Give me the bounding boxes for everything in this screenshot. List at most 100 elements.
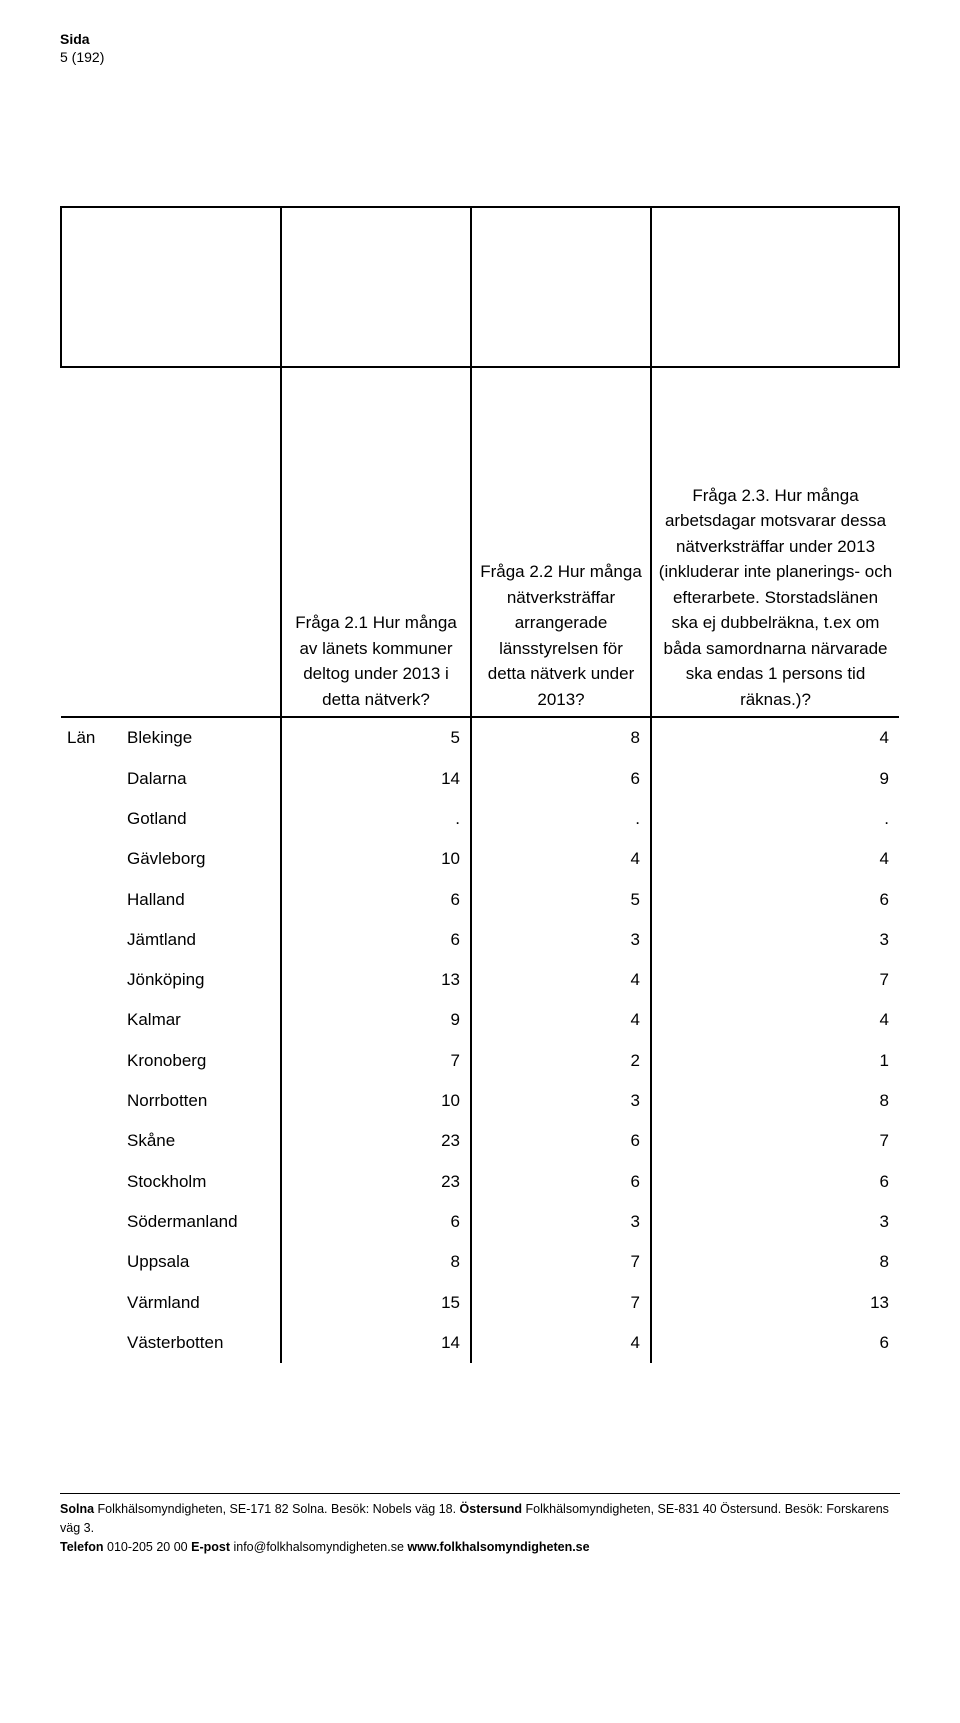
q1-cell: 14	[281, 1323, 471, 1363]
col-header-empty	[121, 367, 281, 717]
lan-label-cell	[61, 1323, 121, 1363]
q3-cell: 3	[651, 1202, 899, 1242]
document-page: Sida 5 (192)	[0, 0, 960, 1596]
q3-cell: 6	[651, 880, 899, 920]
q1-cell: 15	[281, 1283, 471, 1323]
q1-cell: 14	[281, 759, 471, 799]
q3-cell: 13	[651, 1283, 899, 1323]
region-cell: Kronoberg	[121, 1041, 281, 1081]
q2-cell: 7	[471, 1242, 651, 1282]
table-row: Jämtland633	[61, 920, 899, 960]
top-band-cell	[281, 207, 471, 367]
table-header-row: Fråga 2.1 Hur många av länets kommuner d…	[61, 367, 899, 717]
footer-bold: E-post	[191, 1540, 230, 1554]
top-band-cell	[121, 207, 281, 367]
q3-cell: 7	[651, 1121, 899, 1161]
footer-bold: Telefon	[60, 1540, 104, 1554]
page-footer: Solna Folkhälsomyndigheten, SE-171 82 So…	[60, 1483, 900, 1556]
region-cell: Gävleborg	[121, 839, 281, 879]
q1-cell: 23	[281, 1162, 471, 1202]
top-band-cell	[61, 207, 121, 367]
region-cell: Skåne	[121, 1121, 281, 1161]
lan-label-cell	[61, 1242, 121, 1282]
top-band-cell	[651, 207, 899, 367]
page-header: Sida 5 (192)	[60, 30, 900, 66]
table-row: Uppsala878	[61, 1242, 899, 1282]
q2-cell: 2	[471, 1041, 651, 1081]
q1-cell: 10	[281, 839, 471, 879]
lan-label-cell	[61, 1081, 121, 1121]
footer-rule	[60, 1493, 900, 1494]
q2-cell: 7	[471, 1283, 651, 1323]
region-cell: Halland	[121, 880, 281, 920]
q3-cell: 6	[651, 1323, 899, 1363]
q1-cell: 13	[281, 960, 471, 1000]
q3-cell: .	[651, 799, 899, 839]
q1-cell: 6	[281, 920, 471, 960]
q3-cell: 1	[651, 1041, 899, 1081]
col-header-q1: Fråga 2.1 Hur många av länets kommuner d…	[281, 367, 471, 717]
q3-cell: 8	[651, 1242, 899, 1282]
table-row: Dalarna1469	[61, 759, 899, 799]
q3-cell: 8	[651, 1081, 899, 1121]
region-cell: Jönköping	[121, 960, 281, 1000]
lan-label-cell	[61, 1121, 121, 1161]
lan-label-cell	[61, 920, 121, 960]
footer-text: 010-205 20 00	[104, 1540, 192, 1554]
q2-cell: 3	[471, 1202, 651, 1242]
footer-line-2: Telefon 010-205 20 00 E-post info@folkha…	[60, 1538, 900, 1557]
data-table: Fråga 2.1 Hur många av länets kommuner d…	[60, 206, 900, 1363]
footer-text: Folkhälsomyndigheten, SE-171 82 Solna. B…	[94, 1502, 460, 1516]
q1-cell: 6	[281, 880, 471, 920]
lan-label-cell	[61, 960, 121, 1000]
q2-cell: 3	[471, 1081, 651, 1121]
footer-bold: Östersund	[460, 1502, 523, 1516]
lan-label-cell	[61, 1041, 121, 1081]
col-header-q2: Fråga 2.2 Hur många nätverksträffar arra…	[471, 367, 651, 717]
q2-cell: 6	[471, 1162, 651, 1202]
q3-cell: 4	[651, 1000, 899, 1040]
q3-cell: 4	[651, 839, 899, 879]
region-cell: Västerbotten	[121, 1323, 281, 1363]
q1-cell: 7	[281, 1041, 471, 1081]
q1-cell: 9	[281, 1000, 471, 1040]
q3-cell: 7	[651, 960, 899, 1000]
table-row: LänBlekinge584	[61, 717, 899, 758]
table-row: Jönköping1347	[61, 960, 899, 1000]
page-number: 5 (192)	[60, 48, 900, 66]
lan-label-cell	[61, 1162, 121, 1202]
q1-cell: 6	[281, 1202, 471, 1242]
table-row: Södermanland633	[61, 1202, 899, 1242]
region-cell: Uppsala	[121, 1242, 281, 1282]
region-cell: Gotland	[121, 799, 281, 839]
region-cell: Värmland	[121, 1283, 281, 1323]
q3-cell: 9	[651, 759, 899, 799]
top-band-cell	[471, 207, 651, 367]
q2-cell: 6	[471, 759, 651, 799]
q2-cell: 4	[471, 960, 651, 1000]
region-cell: Kalmar	[121, 1000, 281, 1040]
table-row: Kalmar944	[61, 1000, 899, 1040]
q3-cell: 4	[651, 717, 899, 758]
region-cell: Norrbotten	[121, 1081, 281, 1121]
q2-cell: 8	[471, 717, 651, 758]
sida-label: Sida	[60, 30, 900, 48]
q1-cell: .	[281, 799, 471, 839]
table-row: Gävleborg1044	[61, 839, 899, 879]
region-cell: Jämtland	[121, 920, 281, 960]
q2-cell: .	[471, 799, 651, 839]
q1-cell: 8	[281, 1242, 471, 1282]
q2-cell: 3	[471, 920, 651, 960]
lan-label-cell	[61, 799, 121, 839]
region-cell: Södermanland	[121, 1202, 281, 1242]
q2-cell: 4	[471, 839, 651, 879]
table-row: Skåne2367	[61, 1121, 899, 1161]
table-row: Norrbotten1038	[61, 1081, 899, 1121]
q1-cell: 23	[281, 1121, 471, 1161]
table-row: Kronoberg721	[61, 1041, 899, 1081]
region-cell: Dalarna	[121, 759, 281, 799]
lan-label-cell: Län	[61, 717, 121, 758]
table-row: Västerbotten1446	[61, 1323, 899, 1363]
q2-cell: 6	[471, 1121, 651, 1161]
data-table-wrap: Fråga 2.1 Hur många av länets kommuner d…	[60, 206, 900, 1363]
